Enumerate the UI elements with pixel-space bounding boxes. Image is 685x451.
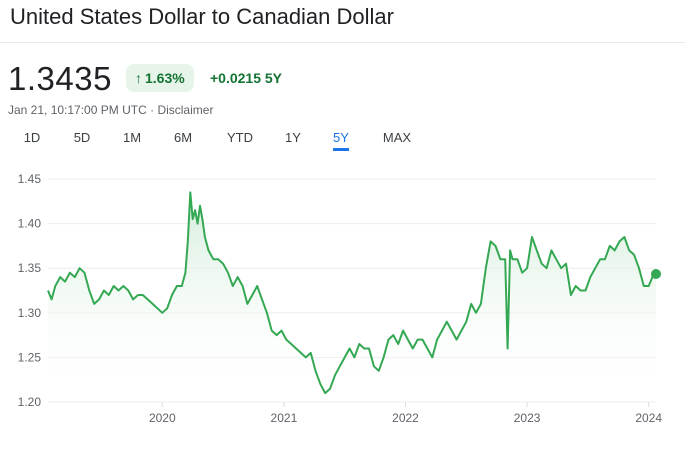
range-tab-1d[interactable]: 1D (23, 130, 41, 145)
y-tick-label: 1.30 (18, 306, 42, 320)
percent-change-value: 1.63% (145, 70, 185, 86)
y-tick-label: 1.40 (18, 217, 42, 231)
y-tick-label: 1.20 (18, 395, 42, 409)
last-price-marker (651, 268, 661, 279)
range-tab-1m[interactable]: 1M (122, 130, 142, 145)
absolute-change: +0.0215 5Y (210, 70, 283, 86)
y-tick-label: 1.25 (18, 350, 42, 364)
range-tab-5d[interactable]: 5D (73, 130, 91, 145)
timestamp: Jan 21, 10:17:00 PM UTC (8, 103, 147, 117)
x-tick-label: 2022 (392, 411, 419, 425)
x-tick-label: 2024 (635, 411, 662, 425)
y-tick-label: 1.35 (18, 261, 42, 275)
divider (0, 42, 685, 43)
percent-change-badge: ↑ 1.63% (126, 64, 194, 92)
range-tab-1y[interactable]: 1Y (285, 130, 301, 145)
range-tab-ytd[interactable]: YTD (227, 130, 253, 145)
x-tick-label: 2023 (514, 411, 541, 425)
range-tab-max[interactable]: MAX (382, 130, 412, 145)
y-axis-ticks: 1.45 1.40 1.35 1.30 1.25 1.20 (18, 172, 42, 409)
current-price: 1.3435 (8, 60, 112, 97)
x-tick-label: 2020 (149, 411, 176, 425)
range-tab-5y[interactable]: 5Y (333, 130, 349, 151)
disclaimer-link[interactable]: Disclaimer (157, 103, 214, 117)
timestamp-line: Jan 21, 10:17:00 PM UTC · Disclaimer (8, 103, 213, 117)
exchange-rate-chart: 1.451.401.351.301.251.20 2020 2021 2022 202… (18, 172, 663, 425)
arrow-up-icon: ↑ (135, 70, 142, 86)
price-line (47, 191, 657, 395)
x-tick-label: 2021 (271, 411, 298, 425)
separator: · (150, 103, 155, 117)
y-tick-label: 1.45 (18, 172, 42, 186)
price-area-fill (48, 192, 656, 402)
x-axis-ticks: 2020 2021 2022 2023 2024 (149, 402, 662, 425)
page-title: United States Dollar to Canadian Dollar (10, 4, 394, 29)
range-tab-6m[interactable]: 6M (173, 130, 193, 145)
